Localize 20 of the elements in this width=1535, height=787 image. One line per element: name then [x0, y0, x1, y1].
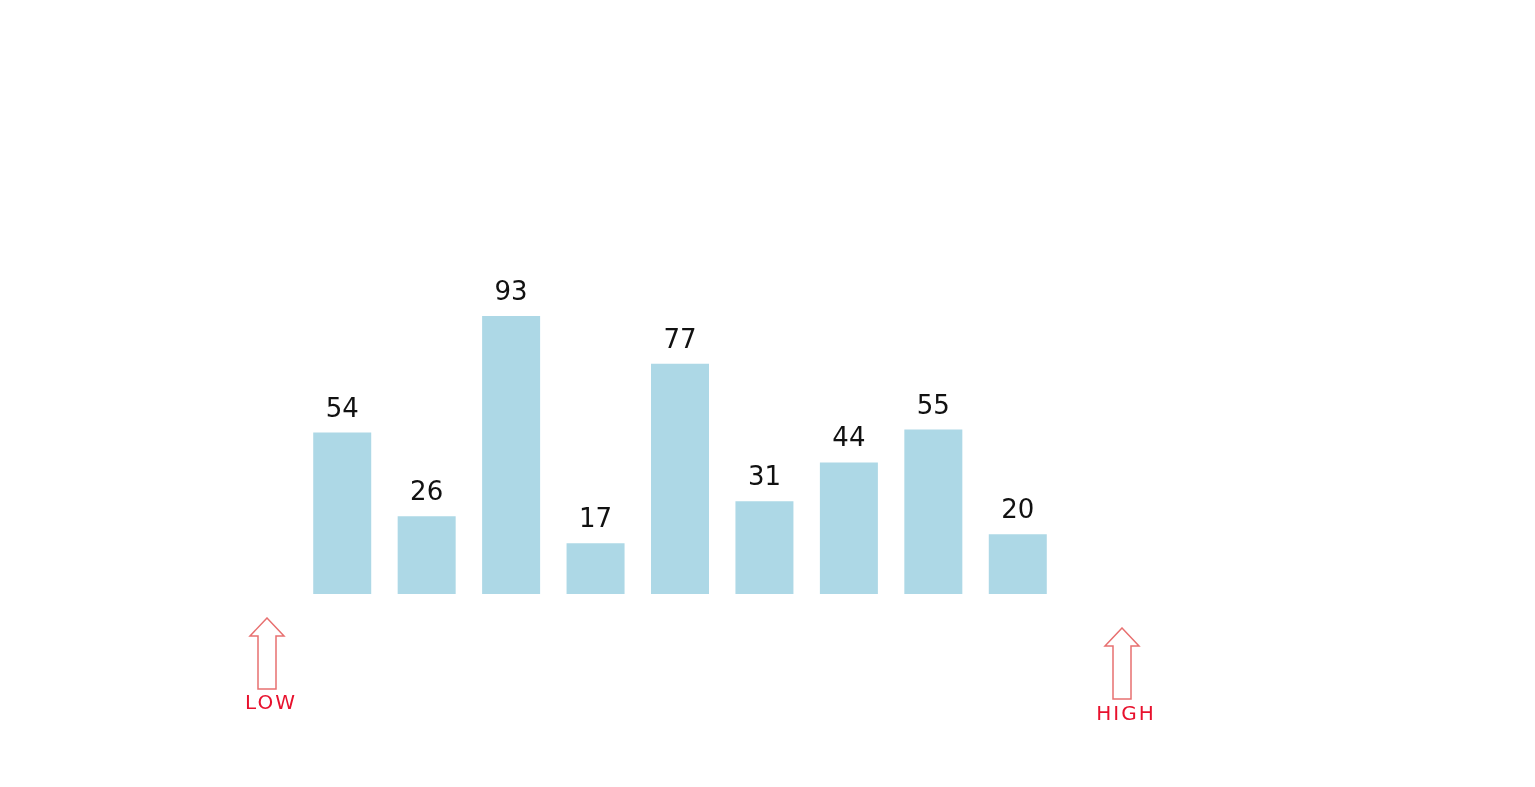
data-label: 54 [325, 392, 359, 423]
text: HIGH [1096, 701, 1156, 725]
data-label: 55 [916, 389, 950, 420]
bar [651, 363, 709, 594]
bar [397, 516, 456, 594]
data-label: 26 [410, 476, 444, 507]
data-label: 44 [832, 422, 866, 453]
bar [904, 429, 963, 594]
data-label: 20 [1001, 494, 1035, 525]
data-label: 17 [579, 503, 613, 534]
bar [566, 543, 625, 594]
bar [819, 462, 878, 594]
text: LOW [245, 690, 297, 714]
data-label: 93 [494, 276, 528, 306]
data-label: 31 [747, 461, 781, 492]
bar [313, 432, 372, 594]
bar [482, 316, 541, 594]
bar [988, 534, 1047, 594]
data-label: 77 [663, 323, 697, 354]
bar [735, 501, 794, 594]
